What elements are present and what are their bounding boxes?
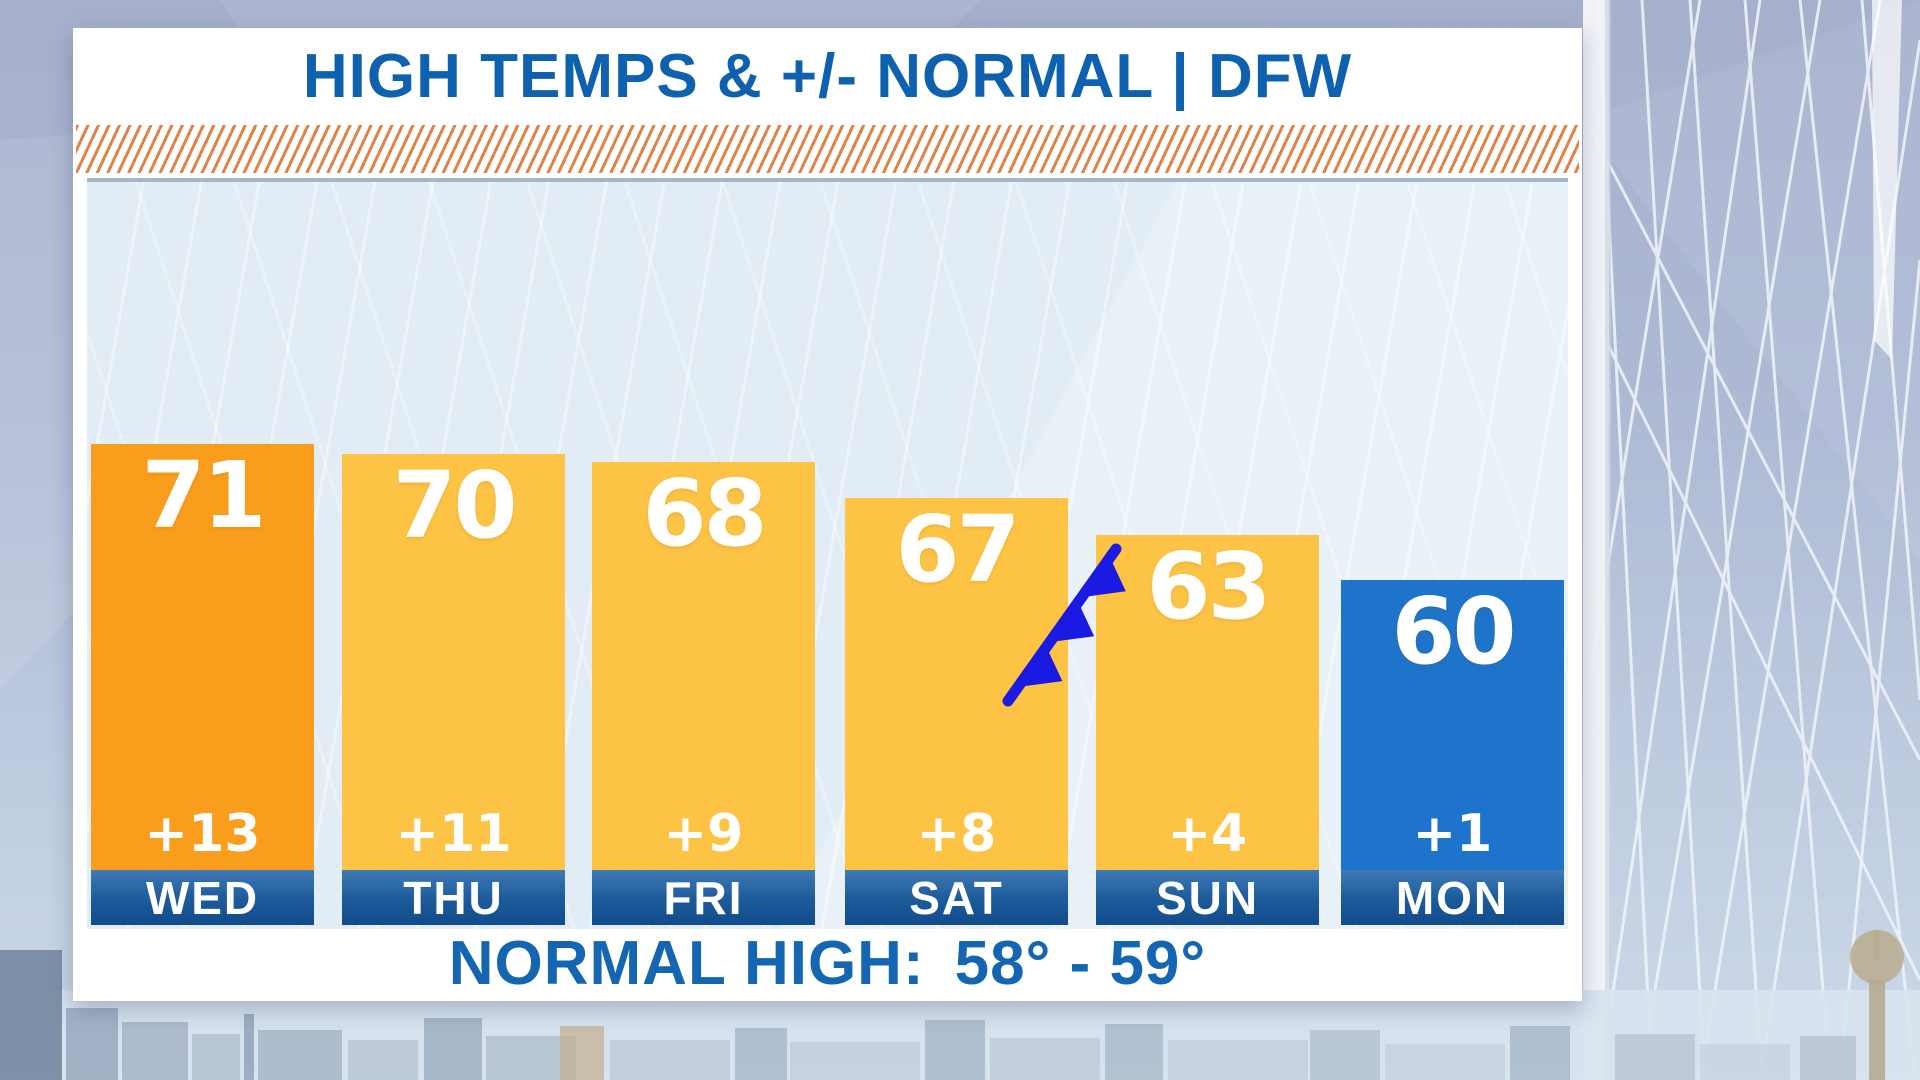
- bridge-pylon: [1583, 0, 1902, 1080]
- normal-high-value: 58° - 59°: [954, 928, 1207, 998]
- city-skyline: [0, 930, 1920, 1080]
- chart-title: HIGH TEMPS & +/- NORMAL | DFW: [302, 41, 1353, 111]
- reunion-tower: [1850, 930, 1904, 1080]
- stripe-divider: [76, 125, 1579, 173]
- chart-area: [87, 178, 1568, 929]
- forecast-panel: HIGH TEMPS & +/- NORMAL | DFW NORMAL HIG…: [73, 28, 1582, 1001]
- normal-high-caption: NORMAL HIGH: 58° - 59°: [73, 925, 1582, 1001]
- title-row: HIGH TEMPS & +/- NORMAL | DFW: [73, 28, 1582, 124]
- normal-high-label: NORMAL HIGH:: [448, 928, 925, 998]
